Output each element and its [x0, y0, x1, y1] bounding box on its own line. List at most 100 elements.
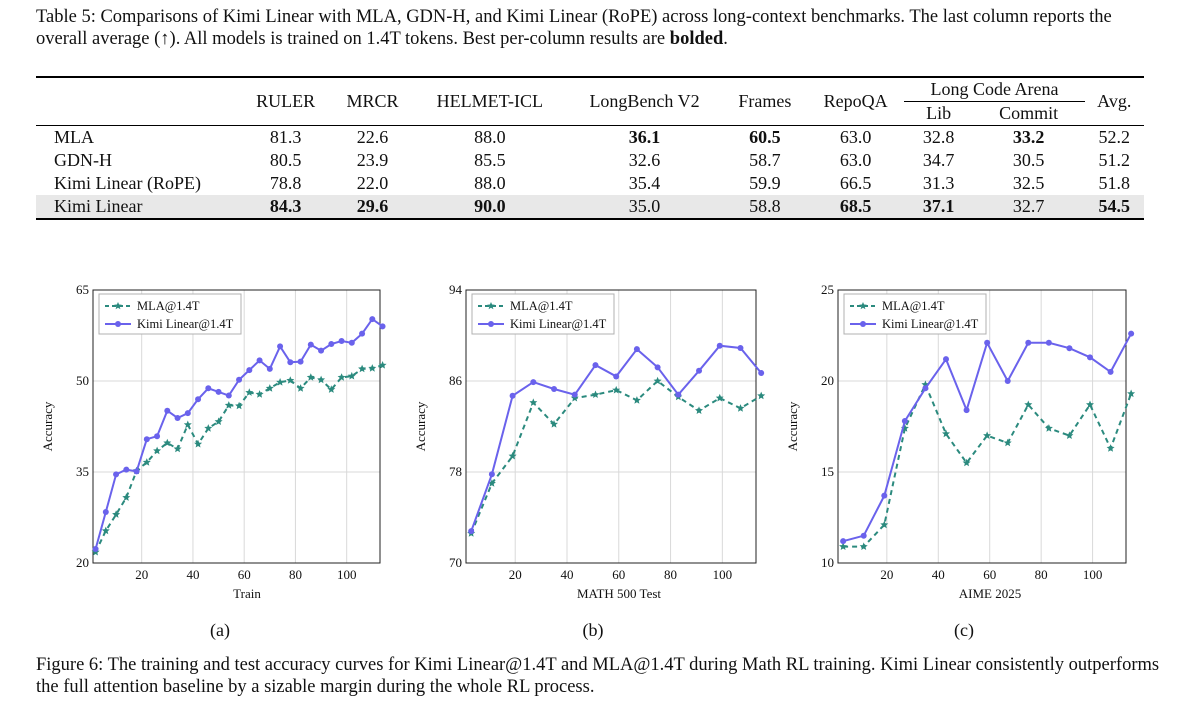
data-point: [133, 468, 140, 475]
data-point: [591, 390, 600, 398]
data-point: [163, 438, 172, 447]
data-point: [266, 365, 273, 372]
data-point: [173, 444, 182, 453]
table-cell: 63.0: [806, 125, 905, 149]
data-point: [550, 420, 558, 428]
data-point: [1107, 368, 1114, 375]
legend-label: MLA@1.4T: [882, 299, 945, 313]
model-name: Kimi Linear (RoPE): [54, 173, 201, 193]
col-longbench-v2: LongBench V2: [565, 76, 724, 126]
x-axis-label: Train: [233, 586, 261, 601]
x-tick-label: 80: [1035, 567, 1048, 582]
data-point: [255, 390, 264, 398]
subcol-lib: Lib: [926, 103, 952, 123]
data-point: [328, 340, 335, 347]
data-point: [235, 401, 244, 410]
data-point: [338, 337, 345, 344]
table-cell: 88.0: [474, 173, 506, 193]
data-point: [265, 384, 274, 392]
table-row: Kimi Linear (RoPE) 78.8 22.0 88.0 35.4 59.9 66…: [36, 172, 1144, 195]
data-point: [92, 546, 99, 553]
y-axis-label: Accuracy: [40, 401, 55, 451]
table-caption-end: .: [723, 29, 728, 49]
data-point: [758, 370, 765, 377]
table-row: Kimi Linear 84.3 29.6 90.0 35.0 58.8 68.5 37.1 3…: [36, 195, 1144, 220]
model-header: [36, 76, 240, 126]
data-point: [317, 375, 326, 384]
data-point: [101, 526, 110, 535]
data-point: [348, 339, 355, 346]
data-point: [224, 401, 233, 409]
data-point: [277, 343, 284, 350]
data-point: [529, 398, 538, 406]
series-line: [470, 379, 762, 534]
data-point: [1127, 389, 1136, 398]
data-point: [530, 379, 537, 386]
data-point: [337, 373, 346, 381]
table-cell: 32.8: [904, 125, 973, 149]
data-point: [984, 339, 991, 346]
data-point: [487, 302, 495, 310]
data-point: [613, 373, 620, 380]
x-tick-label: 20: [880, 567, 893, 582]
model-name: GDN-H: [54, 150, 112, 170]
table-header-row: RULER MRCR HELMET-ICL LongBench V2 Frame…: [36, 76, 1144, 126]
legend-label: Kimi Linear@1.4T: [137, 317, 234, 331]
data-point: [123, 466, 130, 473]
data-point: [840, 538, 847, 545]
data-point: [368, 364, 377, 372]
data-point: [112, 510, 121, 518]
panel-label: (c): [954, 620, 974, 641]
x-tick-label: 20: [509, 567, 522, 582]
y-tick-label: 94: [449, 282, 463, 297]
data-point: [901, 418, 908, 425]
table-cell: 88.0: [413, 125, 566, 149]
table-cell: 54.5: [1084, 195, 1144, 220]
table-cell: 66.5: [839, 173, 872, 193]
data-point: [488, 471, 495, 478]
legend-marker: [115, 321, 121, 327]
col-repoqa: RepoQA: [806, 76, 905, 126]
table-cell: 29.6: [331, 195, 414, 220]
table-cell: 22.0: [356, 173, 389, 193]
data-point: [102, 509, 109, 516]
data-point: [468, 528, 475, 535]
data-point: [881, 492, 888, 499]
data-point: [142, 458, 151, 466]
data-point: [246, 367, 253, 374]
data-point: [860, 532, 867, 539]
y-axis-label: Accuracy: [413, 401, 428, 451]
data-point: [859, 542, 868, 550]
x-tick-label: 20: [135, 567, 148, 582]
data-point: [114, 302, 122, 310]
legend-label: Kimi Linear@1.4T: [510, 317, 607, 331]
y-tick-label: 20: [76, 555, 89, 570]
data-point: [571, 391, 578, 398]
data-point: [1087, 354, 1093, 361]
legend-box: [843, 293, 987, 335]
table-cell: 63.0: [839, 150, 872, 170]
table-cell: 36.1: [565, 125, 724, 149]
legend-marker: [488, 321, 494, 327]
table-cell: 51.2: [1098, 150, 1131, 170]
series-line: [94, 364, 383, 553]
data-point: [1003, 438, 1012, 447]
data-point: [943, 356, 949, 363]
col-avg: Avg.: [1084, 76, 1144, 126]
model-name: Kimi Linear: [36, 195, 240, 220]
x-tick-label: 60: [238, 567, 251, 582]
y-tick-label: 65: [76, 282, 89, 297]
legend-label: Kimi Linear@1.4T: [882, 317, 979, 331]
data-point: [612, 385, 621, 394]
plot-frame: [465, 289, 757, 564]
table-cell: 51.8: [1098, 173, 1131, 193]
x-tick-label: 40: [560, 567, 573, 582]
table-cell: 35.0: [565, 195, 724, 220]
data-point: [509, 392, 516, 399]
data-point: [205, 385, 212, 392]
data-point: [1086, 400, 1094, 409]
table-caption-bold: bolded: [669, 29, 724, 49]
data-point: [962, 458, 971, 467]
table-row: MLA 81.3 22.6 88.0 36.1 60.5 63.0 32.8 33.2 52.2: [36, 125, 1144, 149]
data-point: [122, 493, 131, 501]
